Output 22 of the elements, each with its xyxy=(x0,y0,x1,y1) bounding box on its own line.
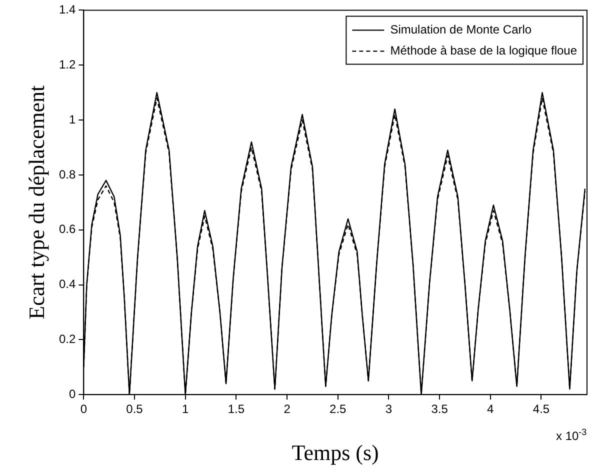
x-tick-label: 1.5 xyxy=(228,402,245,416)
x-tick-label: 0.5 xyxy=(126,402,144,416)
x-tick-label: 1 xyxy=(182,402,190,416)
y-axis-title: Ecart type du déplacement xyxy=(24,85,49,320)
x-tick-label: 2 xyxy=(284,402,291,416)
x-tick-label: 3 xyxy=(385,402,392,416)
y-tick-label: 0 xyxy=(68,386,76,401)
x-tick-label: 0 xyxy=(80,402,88,416)
legend-label: Simulation de Monte Carlo xyxy=(390,22,532,37)
x-tick-label: 4 xyxy=(487,402,494,416)
y-tick-label: 1.4 xyxy=(58,2,76,17)
x-tick-label: 2.5 xyxy=(330,402,347,416)
x-tick-label: 3.5 xyxy=(431,402,448,416)
x-axis-title: Temps (s) xyxy=(292,440,379,465)
legend-label: Méthode à base de la logique floue xyxy=(390,44,578,58)
x-tick-label: 4.5 xyxy=(532,402,550,416)
y-tick-label: 1.2 xyxy=(58,57,76,72)
y-tick-label: 0.6 xyxy=(58,222,76,236)
y-tick-label: 0.2 xyxy=(58,332,76,346)
y-tick-label: 0.4 xyxy=(58,277,76,292)
y-tick-label: 0.8 xyxy=(58,167,76,182)
y-tick-label: 1 xyxy=(68,112,76,126)
